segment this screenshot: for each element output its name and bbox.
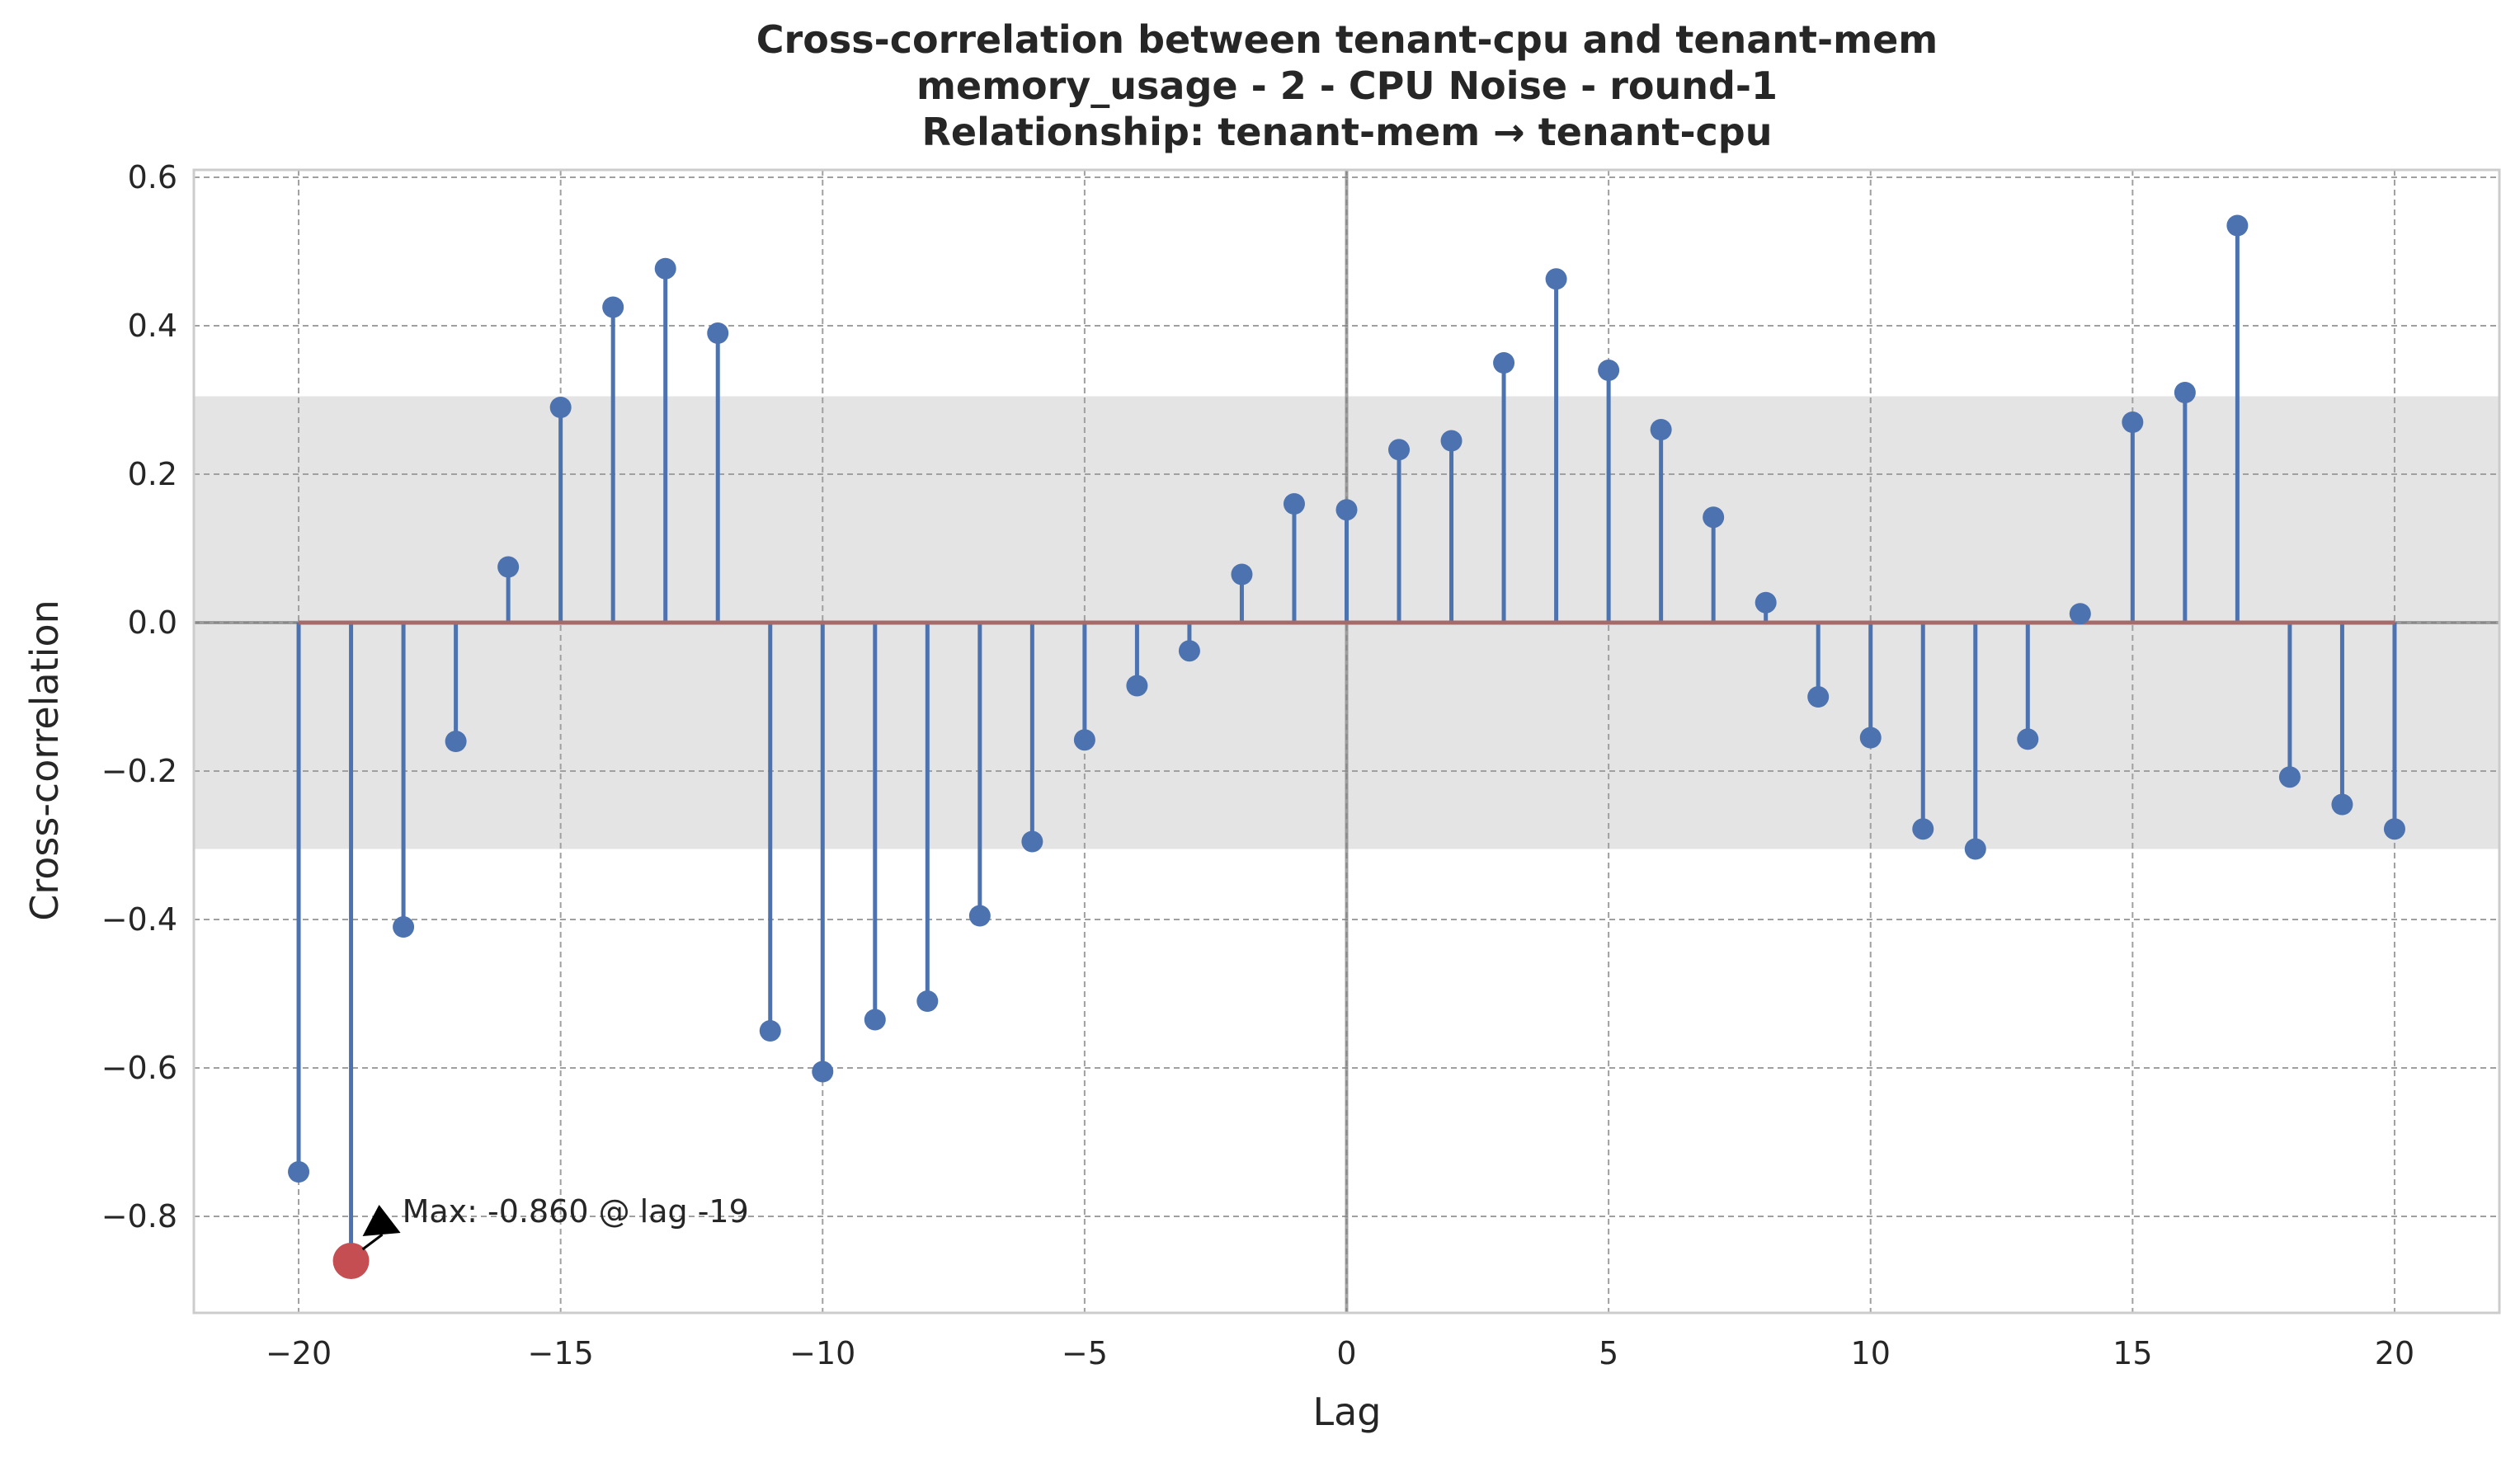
stem-marker (707, 322, 729, 344)
stem-marker (968, 905, 991, 927)
stem-marker (1178, 640, 1200, 662)
stem-marker (1598, 360, 1620, 381)
chart-title-line-3: Relationship: tenant-mem → tenant-cpu (922, 110, 1773, 154)
stem-marker (1126, 675, 1148, 697)
stem-marker (759, 1020, 781, 1042)
annotation-arrow-head (362, 1205, 401, 1236)
stem-marker (1545, 268, 1567, 290)
y-tick-label: −0.6 (101, 1050, 177, 1086)
stem-marker (1021, 830, 1043, 853)
stem-marker (1807, 686, 1830, 708)
stem-marker (1703, 506, 1725, 529)
annotation-arrow-shaft (361, 1233, 384, 1251)
stem-marker (1964, 838, 1986, 860)
x-tick-label: 5 (1599, 1335, 1618, 1371)
stem-marker (2226, 214, 2249, 237)
stem-marker (2331, 793, 2353, 816)
stem-marker (393, 916, 415, 938)
y-tick-label: 0.0 (128, 604, 177, 641)
chart-title-line-2: memory_usage - 2 - CPU Noise - round-1 (916, 63, 1778, 108)
stem-marker (2069, 603, 2091, 625)
y-tick-label: −0.2 (101, 753, 177, 789)
stem-marker (1440, 430, 1463, 452)
x-tick-label: −15 (528, 1335, 594, 1371)
x-tick-label: −20 (266, 1335, 332, 1371)
stem-marker (1755, 591, 1777, 614)
stem-marker (916, 990, 939, 1012)
y-tick-label: −0.8 (101, 1198, 177, 1235)
stem-marker (549, 397, 572, 418)
x-tick-label: 15 (2113, 1335, 2152, 1371)
x-tick-label: 0 (1336, 1335, 1356, 1371)
plot-area: Max: -0.860 @ lag -19 −20 −15 −10 −5 0 5 10 15 20… (101, 159, 2501, 1371)
stem-marker (1335, 499, 1358, 521)
stem-marker (1231, 563, 1253, 586)
max-annotation-label: Max: -0.860 @ lag -19 (403, 1193, 749, 1230)
stem-marker (1859, 727, 1882, 749)
stem-marker (1912, 818, 1934, 840)
stem-marker (2122, 412, 2144, 433)
x-tick-label: −10 (789, 1335, 855, 1371)
y-tick-label: 0.2 (128, 456, 177, 492)
stem-marker (654, 257, 676, 280)
stem-marker (1073, 729, 1095, 751)
stem-marker (1493, 352, 1515, 374)
stem-marker (497, 556, 520, 578)
stem-marker (288, 1161, 310, 1183)
stem-marker (602, 296, 624, 318)
plot-frame (192, 168, 2501, 1315)
x-axis-label: Lag (1312, 1390, 1381, 1434)
y-tick-label: 0.4 (128, 308, 177, 344)
y-tick-label: 0.6 (128, 159, 177, 195)
stem-marker (1283, 493, 1305, 515)
stem-marker (2383, 818, 2405, 840)
stem-marker (2017, 728, 2039, 750)
x-tick-label: 10 (1851, 1335, 1891, 1371)
stem-marker (2278, 766, 2301, 788)
chart-title-line-1: Cross-correlation between tenant-cpu and… (756, 17, 1938, 62)
stem-marker (1388, 439, 1411, 461)
stem-marker (864, 1009, 886, 1031)
stem-marker (812, 1061, 834, 1083)
x-tick-label: 20 (2375, 1335, 2414, 1371)
stem-marker (445, 731, 467, 752)
stem-marker (1650, 419, 1672, 440)
y-axis-label: Cross-correlation (22, 600, 67, 921)
x-tick-label: −5 (1062, 1335, 1108, 1371)
stem-marker (2174, 382, 2196, 403)
max-highlight-marker (332, 1243, 370, 1279)
y-tick-label: −0.4 (101, 901, 177, 938)
